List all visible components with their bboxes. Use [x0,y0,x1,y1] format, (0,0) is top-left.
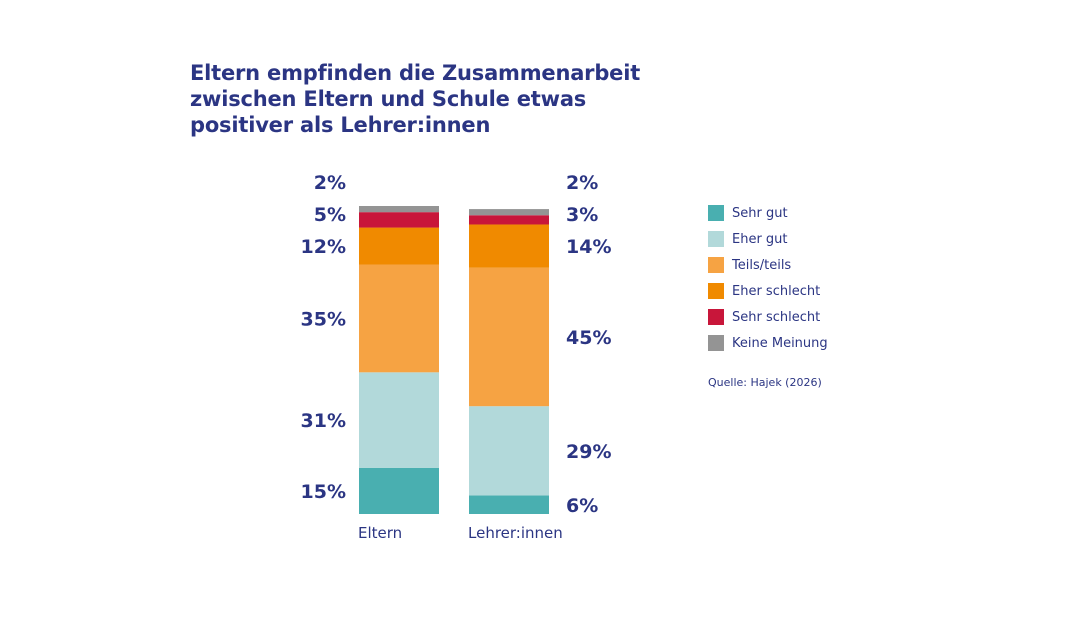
data-label: 6% [566,495,598,517]
legend-label: Keine Meinung [732,335,828,351]
legend-item: Sehr schlecht [708,304,828,330]
legend-swatch [708,231,724,247]
legend-swatch [708,283,724,299]
legend-item: Teils/teils [708,252,828,278]
data-label: 15% [301,481,346,503]
legend-item: Keine Meinung [708,330,828,356]
bar-segment-sehr-gut-1 [469,495,549,514]
bar-segment-eher-gut-1 [469,406,549,496]
bar-segment-eher-gut-0 [359,372,439,468]
legend-swatch [708,335,724,351]
legend-item: Eher schlecht [708,278,828,304]
legend-swatch [708,309,724,325]
bar-segment-keine-meinung-1 [469,209,549,216]
category-label: Eltern [358,524,402,542]
legend-swatch [708,257,724,273]
data-label: 12% [301,236,346,258]
data-label: 2% [566,172,598,194]
data-label: 3% [566,204,598,226]
chart-title: Eltern empfinden die Zusammenarbeit zwis… [190,61,641,137]
bar-segment-sehr-gut-0 [359,467,439,514]
data-label: 5% [314,204,346,226]
legend-label: Eher gut [732,231,788,247]
legend-label: Sehr gut [732,205,788,221]
bar-segment-keine-meinung-0 [359,206,439,213]
legend-swatch [708,205,724,221]
data-label: 14% [566,236,611,258]
bar-segment-teils-teils-1 [469,267,549,407]
legend-item: Eher gut [708,226,828,252]
bar-segment-eher-schlecht-1 [469,224,549,268]
legend: Sehr gut Eher gut Teils/teils Eher schlecht… [708,200,828,356]
legend-label: Eher schlecht [732,283,821,299]
data-label: 29% [566,441,611,463]
category-label: Lehrer:innen [468,524,563,542]
source-note: Quelle: Hajek (2026) [708,376,822,389]
bar-segment-sehr-schlecht-0 [359,212,439,228]
legend-label: Teils/teils [732,257,792,273]
data-label: 35% [301,308,346,330]
bar-segment-eher-schlecht-0 [359,227,439,265]
data-label: 2% [314,172,346,194]
data-label: 31% [301,410,346,432]
data-label: 45% [566,327,611,349]
bar-segment-teils-teils-0 [359,264,439,373]
bar-segment-sehr-schlecht-1 [469,215,549,225]
legend-item: Sehr gut [708,200,828,226]
legend-label: Sehr schlecht [732,309,821,325]
